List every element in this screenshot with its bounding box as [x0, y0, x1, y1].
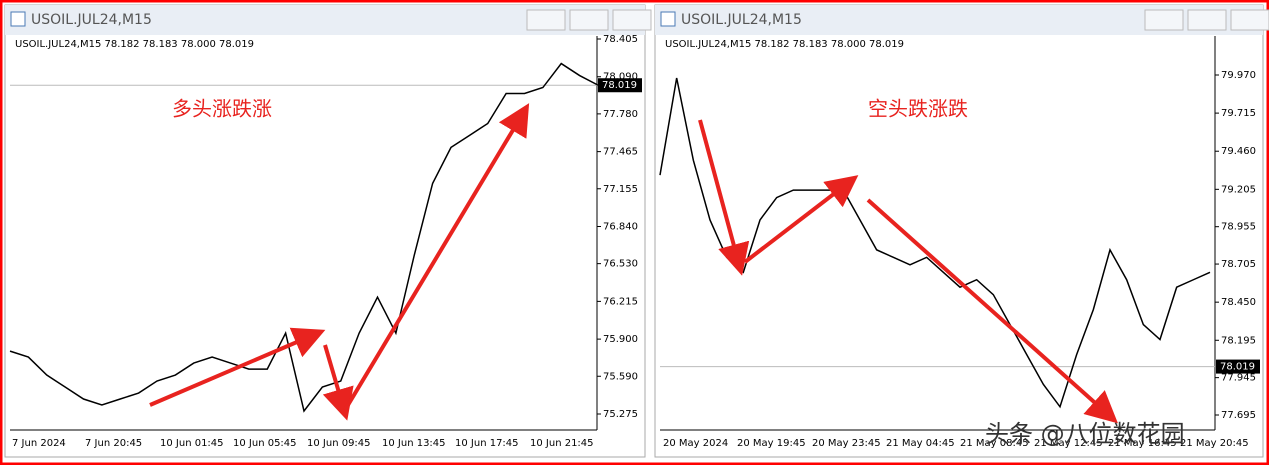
arrow — [743, 175, 859, 264]
chart-info: USOIL.JUL24,M15 78.182 78.183 78.000 78.… — [15, 39, 254, 50]
price-label: 78.405 — [603, 34, 638, 45]
time-label: 21 May 20:45 — [1180, 438, 1249, 449]
price-label: 77.465 — [603, 147, 638, 158]
time-label: 21 May 08:45 — [960, 438, 1029, 449]
window-title: USOIL.JUL24,M15 — [681, 12, 802, 28]
minimize-button[interactable] — [526, 9, 566, 31]
window — [654, 4, 1264, 458]
time-label: 10 Jun 01:45 — [160, 438, 224, 449]
maximize-button[interactable] — [569, 9, 609, 31]
arrow — [322, 344, 354, 421]
current-price-label: 78.019 — [1220, 362, 1255, 373]
time-label: 20 May 23:45 — [812, 438, 881, 449]
current-price-box — [598, 78, 642, 93]
close-button[interactable] — [1230, 9, 1269, 31]
price-label: 78.195 — [1221, 335, 1256, 346]
price-label: 78.450 — [1221, 297, 1256, 308]
price-line — [659, 77, 1211, 409]
price-label: 78.955 — [1221, 222, 1256, 233]
window-title: USOIL.JUL24,M15 — [31, 12, 152, 28]
arrow — [866, 198, 1118, 424]
time-label: 10 Jun 21:45 — [530, 438, 594, 449]
price-label: 76.215 — [603, 296, 638, 307]
price-label: 79.205 — [1221, 184, 1256, 195]
current-price-label: 78.019 — [602, 80, 637, 91]
minimize-button[interactable] — [1144, 9, 1184, 31]
time-label: 10 Jun 13:45 — [382, 438, 446, 449]
app-icon — [660, 11, 676, 27]
price-label: 77.780 — [603, 109, 638, 120]
price-label: 75.900 — [603, 334, 638, 345]
time-label: 21 May 04:45 — [886, 438, 955, 449]
time-label: 7 Jun 20:45 — [85, 438, 142, 449]
price-label: 75.275 — [603, 409, 638, 420]
price-label: 77.155 — [603, 184, 638, 195]
time-label: 7 Jun 2024 — [12, 438, 66, 449]
time-label: 10 Jun 05:45 — [233, 438, 297, 449]
time-label: 20 May 2024 — [663, 438, 728, 449]
current-price-box — [1216, 359, 1260, 374]
time-label: 10 Jun 17:45 — [455, 438, 519, 449]
price-label: 77.695 — [1221, 410, 1256, 421]
price-label: 79.970 — [1221, 70, 1256, 81]
price-label: 79.715 — [1221, 108, 1256, 119]
chart-info: USOIL.JUL24,M15 78.182 78.183 78.000 78.… — [665, 39, 904, 50]
price-label: 78.090 — [603, 72, 638, 83]
time-label: 21 May 16:45 — [1108, 438, 1177, 449]
time-label: 10 Jun 09:45 — [307, 438, 371, 449]
price-label: 76.840 — [603, 222, 638, 233]
app-icon — [10, 11, 26, 27]
arrow — [343, 103, 530, 412]
price-label: 76.530 — [603, 259, 638, 270]
maximize-button[interactable] — [1187, 9, 1227, 31]
arrow — [149, 327, 326, 407]
price-label: 78.705 — [1221, 259, 1256, 270]
arrow — [698, 119, 750, 276]
price-label: 75.590 — [603, 371, 638, 382]
window — [4, 4, 646, 458]
close-button[interactable] — [612, 9, 652, 31]
price-label: 77.945 — [1221, 373, 1256, 384]
annotation: 空头跌涨跌 — [868, 97, 968, 121]
time-label: 20 May 19:45 — [737, 438, 806, 449]
annotation: 多头涨跌涨 — [172, 97, 272, 121]
watermark: 头条 @八位数花园 — [985, 420, 1185, 448]
price-label: 79.460 — [1221, 146, 1256, 157]
time-label: 21 May 12:45 — [1034, 438, 1103, 449]
